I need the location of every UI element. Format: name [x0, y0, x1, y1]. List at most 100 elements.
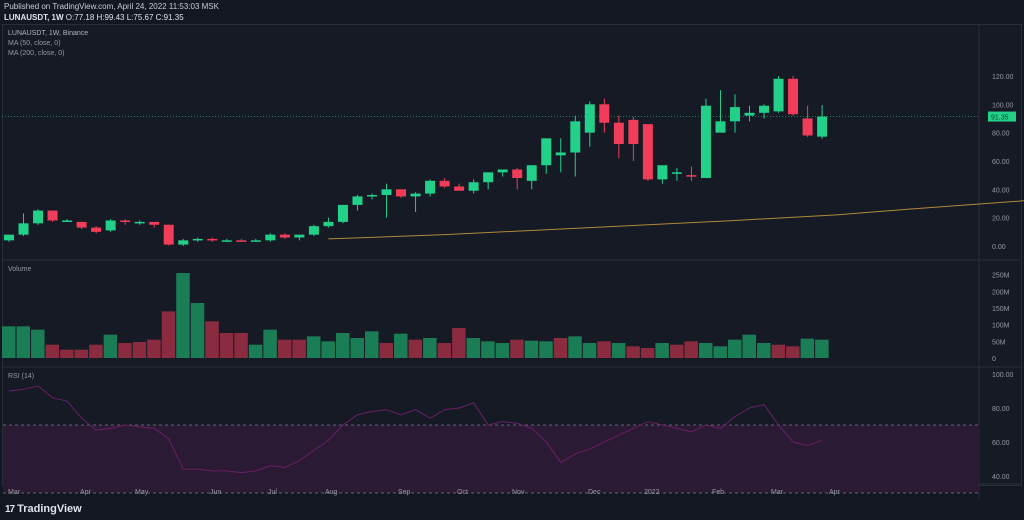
candle: [337, 204, 348, 224]
candle: [613, 115, 624, 159]
volume-bar: [669, 344, 684, 358]
candle: [512, 168, 523, 190]
volume-bar: [306, 336, 321, 358]
volume-tick: 100M: [992, 323, 1010, 330]
candle: [497, 169, 508, 177]
candle: [671, 168, 682, 181]
candle: [163, 224, 174, 246]
candle: [773, 75, 784, 113]
volume-bar: [234, 333, 248, 358]
time-tick: May: [135, 489, 149, 496]
candle: [323, 217, 334, 228]
volume-bar: [495, 343, 510, 358]
volume-bar: [713, 346, 727, 358]
volume-bar: [74, 349, 89, 358]
candle: [817, 105, 828, 139]
candle: [178, 238, 189, 246]
candle: [4, 234, 14, 242]
volume-bar: [335, 333, 350, 358]
volume-bar: [655, 343, 669, 358]
volume-bar: [524, 340, 539, 358]
candle: [381, 183, 392, 218]
volume-bar: [176, 273, 190, 358]
candle: [715, 90, 726, 133]
candle: [279, 233, 290, 239]
price-tick: 40.00: [992, 187, 1010, 194]
candle: [483, 172, 494, 190]
candle: [91, 226, 102, 234]
volume-bar: [742, 334, 757, 358]
volume-bar: [292, 339, 306, 358]
volume-bar: [771, 344, 786, 358]
candle: [730, 94, 740, 133]
time-tick: Mar: [8, 489, 21, 496]
candle: [526, 165, 537, 190]
candle: [76, 221, 87, 229]
candle: [236, 238, 247, 242]
time-tick: Aug: [325, 489, 338, 496]
volume-bar: [466, 338, 481, 358]
rsi-legend: RSI (14): [8, 373, 35, 380]
volume-legend: Volume: [8, 266, 32, 273]
volume-bar: [103, 334, 118, 358]
time-tick: Jun: [210, 489, 221, 496]
volume-bar: [248, 344, 263, 358]
price-tick: 120.00: [992, 74, 1014, 81]
candle: [18, 213, 29, 237]
rsi-line: [8, 385, 823, 474]
candle: [570, 115, 581, 177]
ma-line: [328, 200, 1024, 240]
volume-bar: [147, 339, 161, 358]
volume-bar: [568, 336, 582, 358]
legend-main: LUNAUSDT, 1W, Binance: [8, 30, 89, 37]
volume-bar: [640, 348, 655, 358]
rsi-band: [3, 425, 979, 493]
volume-tick: 250M: [992, 273, 1010, 280]
candle: [308, 224, 319, 237]
price-tick: 100.00: [992, 102, 1014, 109]
volume-bar: [365, 331, 379, 358]
candle: [120, 219, 131, 225]
volume-tick: 200M: [992, 289, 1010, 296]
legend-ma200: MA (200, close, 0): [8, 50, 65, 57]
volume-tick: 50M: [992, 339, 1006, 346]
volume-bar: [45, 344, 60, 358]
volume-bar: [161, 311, 176, 358]
candle: [425, 179, 436, 197]
volume-bar: [626, 346, 640, 358]
time-tick: Jul: [268, 489, 277, 496]
volume-bar: [553, 338, 568, 358]
legend-ma50: MA (50, close, 0): [8, 40, 61, 47]
candle: [599, 98, 610, 133]
candle: [642, 124, 653, 181]
rsi-tick: 60.00: [992, 440, 1010, 447]
candle: [788, 75, 799, 116]
volume-tick: 0: [992, 356, 996, 363]
rsi-tick: 80.00: [992, 406, 1010, 413]
candle: [410, 192, 421, 212]
volume-bar: [611, 343, 626, 358]
tradingview-logo-icon: 17: [5, 503, 15, 515]
volume-bar: [481, 341, 495, 358]
symbol-ohlc: LUNAUSDT, 1W O:77.18 H:99.43 L:75.67 C:9…: [4, 13, 184, 22]
rsi-tick: 100.00: [992, 372, 1014, 379]
volume-bar: [31, 329, 45, 358]
last-price-badge: [988, 111, 1016, 122]
candle: [700, 98, 711, 178]
candle: [468, 179, 479, 194]
candle: [221, 238, 232, 242]
candle: [62, 219, 73, 222]
volume-bar: [408, 339, 423, 358]
price-tick: 60.00: [992, 159, 1010, 166]
volume-bar: [132, 342, 147, 358]
chart-frame[interactable]: [2, 24, 1022, 486]
time-tick: Mar: [771, 489, 784, 496]
time-tick: Oct: [457, 489, 468, 496]
candle: [352, 194, 363, 211]
time-tick: Dec: [588, 489, 601, 496]
candle: [250, 238, 261, 242]
price-tick: 20.00: [992, 216, 1010, 223]
chart-legend: LUNAUSDT, 1W, Binance MA (50, close, 0) …: [8, 29, 88, 59]
candle: [367, 193, 377, 200]
